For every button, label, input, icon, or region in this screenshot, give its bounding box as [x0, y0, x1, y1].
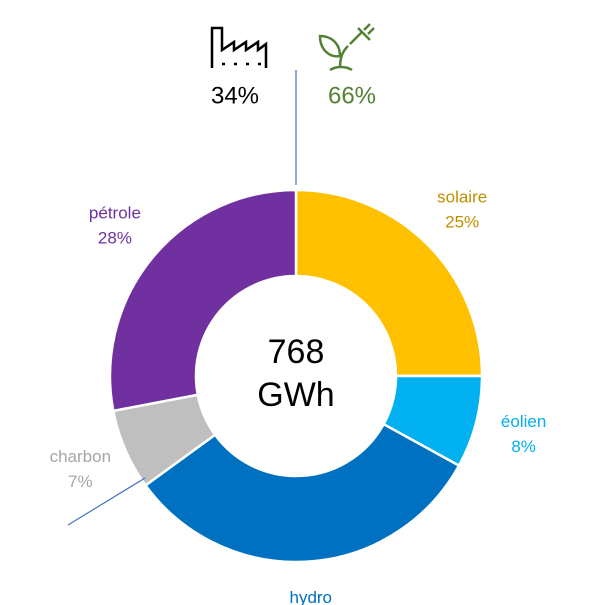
slice-value-label: 8% [511, 437, 536, 456]
slice-value-label: 28% [98, 229, 132, 248]
slice-name: pétrole [89, 204, 141, 223]
donut-slice [294, 188, 484, 378]
group-label: 66% [328, 82, 376, 109]
slice-value-label: 25% [445, 212, 479, 231]
divider-line [67, 477, 146, 526]
center-value: 768 [268, 333, 325, 371]
slice-name: solaire [437, 187, 487, 206]
slice-name: hydro [289, 588, 332, 605]
slice-name: éolien [501, 412, 546, 431]
group-label: 34% [211, 82, 259, 109]
fossil-icon [210, 26, 268, 68]
renewable-icon [318, 23, 375, 72]
slice-value-label: 7% [68, 472, 93, 491]
donut-slice [108, 188, 298, 413]
center-unit: GWh [257, 376, 334, 414]
slice-name: charbon [50, 447, 111, 466]
donut-slice [143, 422, 461, 564]
